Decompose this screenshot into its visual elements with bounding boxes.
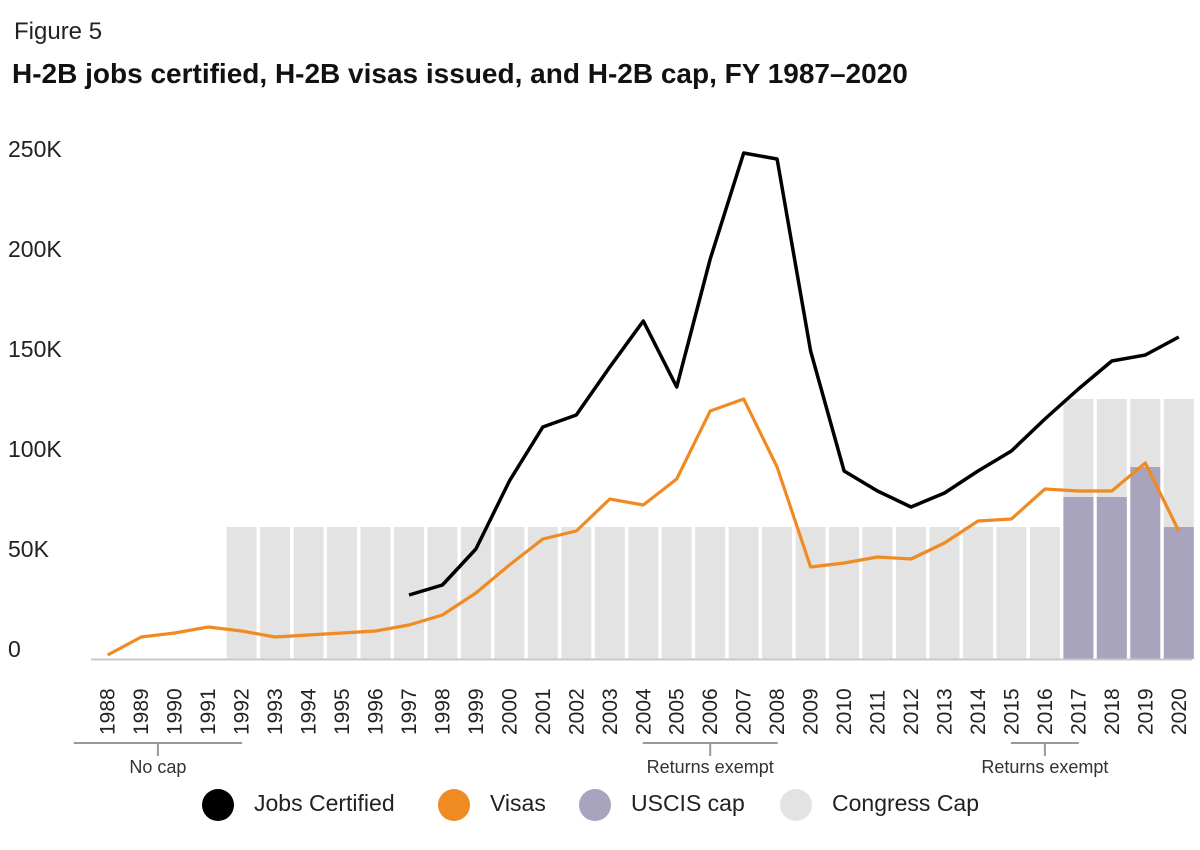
congress-cap-bar-2004 bbox=[628, 527, 659, 659]
x-tick-label: 1999 bbox=[465, 688, 488, 735]
congress-cap-bar-2014 bbox=[963, 527, 993, 659]
x-tick-label: 2009 bbox=[800, 688, 823, 735]
jobs-line bbox=[408, 151, 1180, 597]
uscis-cap-bar-2017 bbox=[1063, 497, 1094, 659]
x-tick-label: 2006 bbox=[699, 688, 722, 735]
congress-cap-bar-1992 bbox=[226, 527, 257, 659]
x-tick-label: 2018 bbox=[1101, 688, 1124, 735]
y-tick-label: 150K bbox=[8, 336, 62, 362]
x-tick-label: 2005 bbox=[666, 688, 689, 735]
congress-cap-bar-2012 bbox=[896, 527, 926, 659]
x-tick-label: 1988 bbox=[97, 688, 120, 735]
x-tick-label: 2001 bbox=[532, 688, 555, 735]
uscis-cap-bar-2018 bbox=[1096, 497, 1127, 659]
legend-swatch-visas bbox=[438, 789, 470, 821]
x-tick-label: 1994 bbox=[298, 688, 321, 735]
congress-cap-bar-2002 bbox=[561, 527, 592, 659]
y-tick-label: 0 bbox=[8, 636, 21, 662]
y-tick-label: 250K bbox=[8, 136, 62, 162]
x-tick-label: 1989 bbox=[130, 688, 153, 735]
x-tick-label: 2012 bbox=[900, 688, 923, 735]
x-tick-label: 2015 bbox=[1000, 688, 1023, 735]
congress-cap-bar-2006 bbox=[695, 527, 726, 659]
congress-cap-bar-2011 bbox=[862, 527, 893, 659]
congress-cap-bar-2009 bbox=[795, 527, 826, 659]
x-tick-label: 1992 bbox=[231, 688, 254, 735]
congress-cap-bar-2008 bbox=[762, 527, 793, 659]
figure-label: Figure 5 bbox=[14, 18, 103, 45]
congress-cap-bar-2005 bbox=[661, 527, 692, 659]
legend-swatch-jobs bbox=[202, 789, 234, 821]
x-tick-label: 2004 bbox=[632, 688, 655, 735]
legend: Jobs Certified Visas USCIS cap Congress Cap bbox=[202, 789, 979, 821]
y-tick-label: 200K bbox=[8, 236, 62, 262]
x-tick-label: 2014 bbox=[967, 688, 990, 735]
congress-cap-bar-1993 bbox=[260, 527, 291, 659]
y-tick-label: 50K bbox=[8, 536, 50, 562]
x-tick-label: 2002 bbox=[565, 688, 588, 735]
x-tick-label: 1998 bbox=[431, 688, 454, 735]
congress-cap-bar-2001 bbox=[527, 527, 558, 659]
x-tick-label: 2010 bbox=[833, 688, 856, 735]
annotation-label: Returns exempt bbox=[647, 757, 774, 777]
congress-cap-bar-2007 bbox=[728, 527, 759, 659]
x-tick-label: 1995 bbox=[331, 688, 354, 735]
annotation-label: No cap bbox=[129, 757, 186, 777]
data-lines bbox=[106, 151, 1181, 657]
x-tick-label: 2013 bbox=[934, 688, 957, 735]
congress-cap-bar-2016 bbox=[1029, 527, 1060, 659]
uscis-cap-bar-2019 bbox=[1130, 467, 1161, 659]
x-axis: 1988 1989 1990 1991 1992 1993 1994 1995 1996 1997… bbox=[97, 688, 1191, 735]
cap-bars bbox=[91, 399, 1194, 661]
legend-label: Congress Cap bbox=[832, 790, 979, 816]
legend-label: Visas bbox=[490, 790, 546, 816]
uscis-cap-bar-2020 bbox=[1163, 527, 1194, 659]
x-tick-label: 1991 bbox=[197, 688, 220, 735]
x-tick-label: 2008 bbox=[766, 688, 789, 735]
legend-label: Jobs Certified bbox=[254, 790, 395, 816]
congress-cap-bar-1995 bbox=[327, 527, 357, 659]
x-tick-label: 2011 bbox=[867, 690, 890, 735]
x-tick-label: 2019 bbox=[1134, 688, 1157, 735]
y-axis: 0 50K 100K 150K 200K 250K bbox=[8, 136, 62, 662]
congress-cap-bar-2010 bbox=[829, 527, 860, 659]
congress-cap-bar-1996 bbox=[360, 527, 391, 659]
x-tick-label: 2003 bbox=[599, 688, 622, 735]
annotations: No cap Returns exempt Returns exempt bbox=[73, 742, 1108, 777]
y-tick-label: 100K bbox=[8, 436, 62, 462]
congress-cap-bar-2003 bbox=[594, 527, 625, 659]
chart-title: H-2B jobs certified, H-2B visas issued, … bbox=[12, 58, 908, 89]
congress-cap-bar-2015 bbox=[996, 527, 1027, 659]
legend-label: USCIS cap bbox=[631, 790, 745, 816]
legend-swatch-uscis-cap bbox=[579, 789, 611, 821]
annotation-label: Returns exempt bbox=[981, 757, 1108, 777]
x-tick-label: 2000 bbox=[498, 688, 521, 735]
legend-swatch-congress-cap bbox=[780, 789, 812, 821]
x-tick-label: 2016 bbox=[1034, 688, 1057, 735]
congress-cap-bar-1998 bbox=[427, 527, 458, 659]
x-tick-label: 1990 bbox=[164, 688, 187, 735]
x-tick-label: 1997 bbox=[398, 688, 421, 735]
congress-cap-bar-2000 bbox=[494, 527, 525, 659]
x-tick-label: 1996 bbox=[365, 688, 388, 735]
visas-line bbox=[106, 397, 1181, 657]
x-tick-label: 2017 bbox=[1067, 688, 1090, 735]
x-tick-label: 2020 bbox=[1168, 688, 1191, 735]
congress-cap-bar-1994 bbox=[293, 527, 324, 659]
x-tick-label: 2007 bbox=[733, 688, 756, 735]
x-tick-label: 1993 bbox=[264, 688, 287, 735]
